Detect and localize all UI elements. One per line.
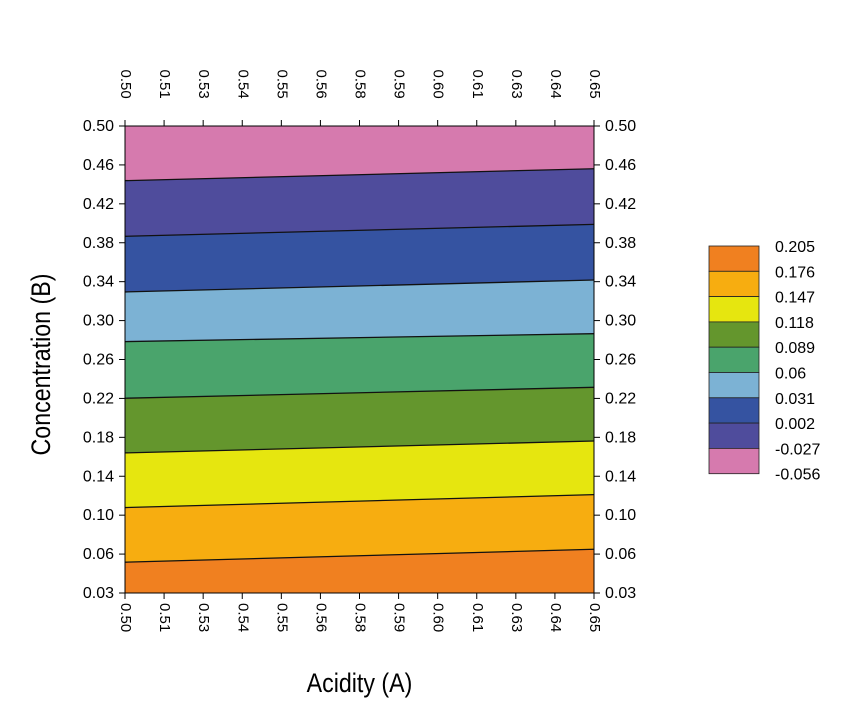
- x-top-tick-label: 0.58: [352, 70, 369, 99]
- contour-band: [125, 280, 594, 342]
- y-left-tick-label: 0.50: [83, 118, 114, 135]
- x-bottom-tick-label: 0.61: [469, 603, 486, 632]
- legend-label: 0.089: [775, 340, 815, 357]
- contour-line: [124, 279, 595, 293]
- y-left-tick-label: 0.06: [83, 546, 114, 563]
- contour-line: [124, 548, 595, 563]
- legend-label: -0.056: [775, 467, 820, 484]
- legend-swatch: [708, 447, 760, 475]
- y-right-tick-label: 0.34: [605, 274, 636, 291]
- contour-band: [125, 387, 594, 453]
- legend-label: 0.205: [775, 239, 815, 256]
- contour-band: [125, 126, 594, 181]
- legend-label: 0.147: [775, 290, 815, 307]
- x-bottom-tick-label: 0.51: [156, 603, 173, 632]
- y-left-tick-label: 0.03: [83, 585, 114, 602]
- y-right-tick-label: 0.46: [605, 157, 636, 174]
- x-bottom-tick-label: 0.60: [430, 603, 447, 632]
- y-left-tick-label: 0.22: [83, 390, 114, 407]
- legend-label: 0.002: [775, 416, 815, 433]
- x-bottom-tick-label: 0.56: [312, 603, 329, 632]
- legend: 0.205 0.176 0.147 0.118 0.089 0.06 0.031 0.002 -…: [708, 239, 820, 484]
- legend-swatch: [708, 296, 760, 323]
- x-bottom-tick-label: 0.55: [273, 603, 290, 632]
- x-top-tick-label: 0.59: [391, 70, 408, 99]
- y-right-tick-label: 0.42: [605, 196, 636, 213]
- contour-band: [125, 549, 594, 593]
- y-right-tick-label: 0.14: [605, 468, 636, 485]
- legend-label: 0.031: [775, 391, 815, 408]
- x-top-tick-label: 0.54: [234, 70, 251, 99]
- y-right-tick-label: 0.22: [605, 390, 636, 407]
- axis-ticks: 0.50 0.50 0.51 0.51 0.53 0.53 0.54 0.54 0.55 0.55…: [83, 70, 636, 633]
- y-right-tick-label: 0.06: [605, 546, 636, 563]
- legend-label: 0.118: [775, 315, 814, 332]
- x-top-tick-label: 0.64: [547, 70, 564, 99]
- x-bottom-tick-label: 0.50: [117, 603, 134, 632]
- y-left-tick-label: 0.30: [83, 313, 114, 330]
- legend-swatch: [708, 321, 760, 348]
- contour-line: [124, 168, 595, 182]
- y-left-tick-label: 0.14: [83, 468, 114, 485]
- x-bottom-tick-label: 0.63: [508, 603, 525, 632]
- x-bottom-tick-label: 0.53: [195, 603, 212, 632]
- y-right-tick-label: 0.38: [605, 235, 636, 252]
- contour-band: [125, 333, 594, 399]
- y-right-tick-label: 0.03: [605, 585, 636, 602]
- legend-swatch: [708, 372, 760, 399]
- legend-swatch: [708, 397, 760, 424]
- x-bottom-tick-label: 0.59: [391, 603, 408, 632]
- legend-label: 0.176: [775, 264, 815, 281]
- legend-label: 0.06: [775, 366, 806, 383]
- contour-band: [125, 441, 594, 508]
- contour-line: [124, 386, 595, 399]
- legend-swatch: [708, 245, 760, 272]
- legend-swatch: [708, 346, 760, 373]
- x-bottom-tick-label: 0.58: [352, 603, 369, 632]
- y-left-tick-label: 0.18: [83, 429, 114, 446]
- legend-label: -0.027: [775, 441, 820, 458]
- y-left-tick-label: 0.34: [83, 274, 114, 291]
- y-right-tick-label: 0.18: [605, 429, 636, 446]
- x-axis-label: Acidity (A): [307, 668, 413, 698]
- contour-line: [124, 493, 595, 509]
- y-axis-label: Concentration (B): [26, 274, 56, 456]
- x-bottom-tick-label: 0.54: [234, 603, 251, 632]
- contour-line: [124, 440, 595, 454]
- x-top-tick-label: 0.50: [117, 70, 134, 99]
- contour-line: [124, 223, 595, 237]
- x-top-tick-label: 0.65: [586, 70, 603, 99]
- contour-lines: [124, 168, 595, 563]
- y-left-tick-label: 0.38: [83, 235, 114, 252]
- y-right-tick-label: 0.10: [605, 507, 636, 524]
- contour-bands: [125, 126, 594, 593]
- y-right-tick-label: 0.50: [605, 118, 636, 135]
- contour-band: [125, 168, 594, 237]
- x-top-tick-label: 0.51: [156, 70, 173, 99]
- x-top-tick-label: 0.56: [312, 70, 329, 99]
- y-left-tick-label: 0.42: [83, 196, 114, 213]
- contour-line: [124, 333, 595, 343]
- x-top-tick-label: 0.61: [469, 70, 486, 99]
- contour-band: [125, 224, 594, 292]
- x-top-tick-label: 0.60: [430, 70, 447, 99]
- x-bottom-tick-label: 0.65: [586, 603, 603, 632]
- y-right-tick-label: 0.26: [605, 352, 636, 369]
- legend-swatch: [708, 422, 760, 449]
- y-left-tick-label: 0.26: [83, 352, 114, 369]
- legend-swatch: [708, 270, 760, 297]
- x-bottom-tick-label: 0.64: [547, 603, 564, 632]
- y-left-tick-label: 0.10: [83, 507, 114, 524]
- y-left-tick-label: 0.46: [83, 157, 114, 174]
- contour-band: [125, 494, 594, 563]
- y-right-tick-label: 0.30: [605, 313, 636, 330]
- x-top-tick-label: 0.63: [508, 70, 525, 99]
- x-top-tick-label: 0.53: [195, 70, 212, 99]
- x-top-tick-label: 0.55: [273, 70, 290, 99]
